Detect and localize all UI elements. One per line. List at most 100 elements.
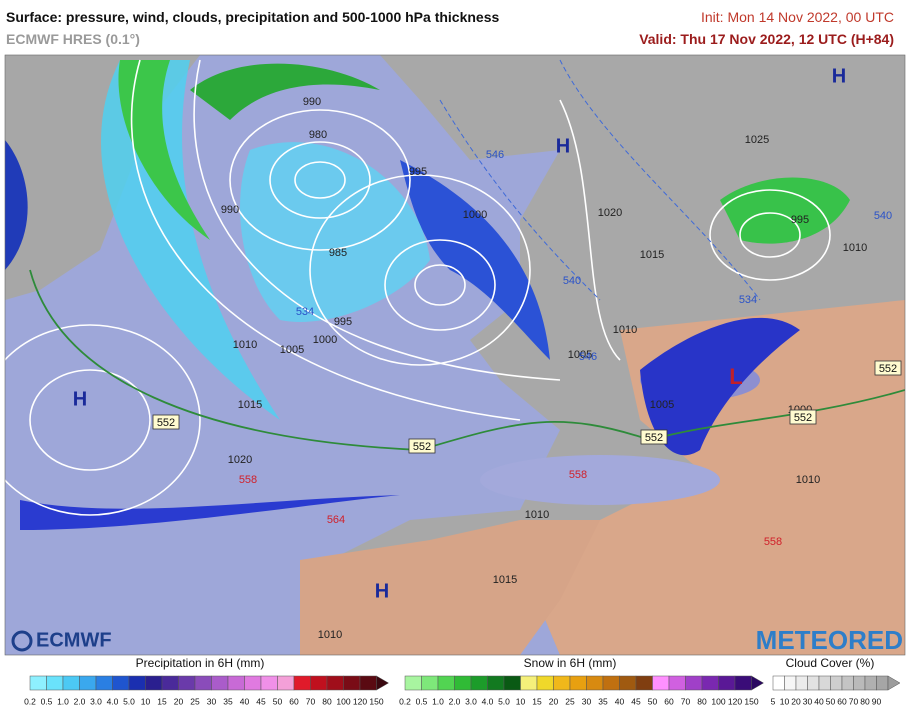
legend-tick: 15 xyxy=(532,696,542,706)
isobar-label: 1015 xyxy=(238,399,262,411)
thickness-label: 546 xyxy=(486,149,504,161)
legend-tick: 150 xyxy=(369,696,383,706)
legend-tick: 25 xyxy=(565,696,575,706)
legend-title: Precipitation in 6H (mm) xyxy=(136,656,265,670)
thickness-label: 552 xyxy=(645,432,663,444)
legend-swatch xyxy=(569,675,587,691)
legend-tick: 25 xyxy=(190,696,200,706)
legend-swatch xyxy=(128,675,146,691)
legend-swatch xyxy=(830,675,843,691)
legend-tick: 1.0 xyxy=(57,696,69,706)
legend-tick: 40 xyxy=(615,696,625,706)
legend-tick: 2.0 xyxy=(74,696,86,706)
legend-swatch xyxy=(784,675,797,691)
legend-tick: 15 xyxy=(157,696,167,706)
legend-swatch xyxy=(487,675,505,691)
isobar-label: 1005 xyxy=(280,344,304,356)
isobar-label: 990 xyxy=(221,204,239,216)
legend-swatch xyxy=(404,675,422,691)
isobar-label: 1010 xyxy=(796,474,820,486)
thickness-label: 552 xyxy=(879,363,897,375)
isobar-label: 1010 xyxy=(318,629,342,641)
legend-swatch xyxy=(112,675,130,691)
thickness-box xyxy=(789,409,817,425)
map-frame xyxy=(4,54,906,656)
thickness-label: 558 xyxy=(239,474,257,486)
legend-swatch xyxy=(795,675,808,691)
legend-swatch xyxy=(62,675,80,691)
isobar-label: 1015 xyxy=(640,249,664,261)
legend-tick: 20 xyxy=(791,696,801,706)
legend-swatch xyxy=(619,675,637,691)
legend-tick: 4.0 xyxy=(107,696,119,706)
legend-tick: 40 xyxy=(240,696,250,706)
legend-swatch xyxy=(652,675,670,691)
legend-swatch xyxy=(876,675,889,691)
legend-tick: 35 xyxy=(598,696,608,706)
legend-swatch xyxy=(718,675,736,691)
isobar-label: 1010 xyxy=(843,242,867,254)
isobar-label: 1015 xyxy=(493,574,517,586)
isobar-label: 1005 xyxy=(568,349,592,361)
legend-arrow xyxy=(751,675,764,691)
isobar-label: 1005 xyxy=(650,399,674,411)
legend-arrow xyxy=(376,675,389,691)
legend-tick: 90 xyxy=(872,696,882,706)
high-pressure: H xyxy=(73,388,87,410)
legend-tick: 80 xyxy=(697,696,707,706)
legend-tick: 50 xyxy=(826,696,836,706)
isobar-label: 980 xyxy=(309,129,327,141)
legend-swatch xyxy=(807,675,820,691)
thickness-label: 552 xyxy=(794,412,812,424)
legend-swatch xyxy=(178,675,196,691)
legend-tick: 50 xyxy=(273,696,283,706)
legend-tick: 60 xyxy=(289,696,299,706)
thickness-label: 558 xyxy=(569,469,587,481)
isobar-label: 1020 xyxy=(228,454,252,466)
legend-tick: 2.0 xyxy=(449,696,461,706)
legend-tick: 50 xyxy=(648,696,658,706)
legend-tick: 80 xyxy=(322,696,332,706)
legend-swatch xyxy=(79,675,97,691)
legend-tick: 10 xyxy=(780,696,790,706)
isobar-label: 1010 xyxy=(233,339,257,351)
legend-tick: 70 xyxy=(306,696,316,706)
legend-tick: 5.0 xyxy=(498,696,510,706)
isobar-label: 1000 xyxy=(463,209,487,221)
logo-meteored: METEORED xyxy=(756,625,903,655)
legend-swatch xyxy=(470,675,488,691)
legend-tick: 45 xyxy=(631,696,641,706)
legend-swatch xyxy=(841,675,854,691)
isobar-label: 1020 xyxy=(598,207,622,219)
logo-mark xyxy=(11,630,33,652)
isobar-label: 1010 xyxy=(613,324,637,336)
legend-tick: 20 xyxy=(549,696,559,706)
legend-tick: 70 xyxy=(849,696,859,706)
legend-swatch xyxy=(437,675,455,691)
legend-swatch xyxy=(454,675,472,691)
thickness-label: 552 xyxy=(157,417,175,429)
high-pressure: H xyxy=(375,580,389,602)
legend-swatch xyxy=(227,675,245,691)
legend-swatch xyxy=(46,675,64,691)
legend-swatch xyxy=(586,675,604,691)
thickness-box xyxy=(408,438,436,454)
thickness-box xyxy=(640,429,668,445)
legend-tick: 120 xyxy=(728,696,742,706)
legend-swatch xyxy=(343,675,361,691)
legend-tick: 40 xyxy=(814,696,824,706)
thickness-label: 540 xyxy=(563,275,581,287)
legend-swatch xyxy=(260,675,278,691)
legend-swatch xyxy=(772,675,785,691)
legend-tick: 100 xyxy=(336,696,350,706)
legend-swatch xyxy=(326,675,344,691)
thickness-box xyxy=(874,360,902,376)
legend-tick: 30 xyxy=(582,696,592,706)
legend-swatch xyxy=(421,675,439,691)
init-time: Init: Mon 14 Nov 2022, 00 UTC xyxy=(701,9,894,25)
map-background xyxy=(5,55,905,655)
legend-tick: 10 xyxy=(141,696,151,706)
legend-tick: 4.0 xyxy=(482,696,494,706)
legend-tick: 5.0 xyxy=(123,696,135,706)
legend-swatch xyxy=(244,675,262,691)
